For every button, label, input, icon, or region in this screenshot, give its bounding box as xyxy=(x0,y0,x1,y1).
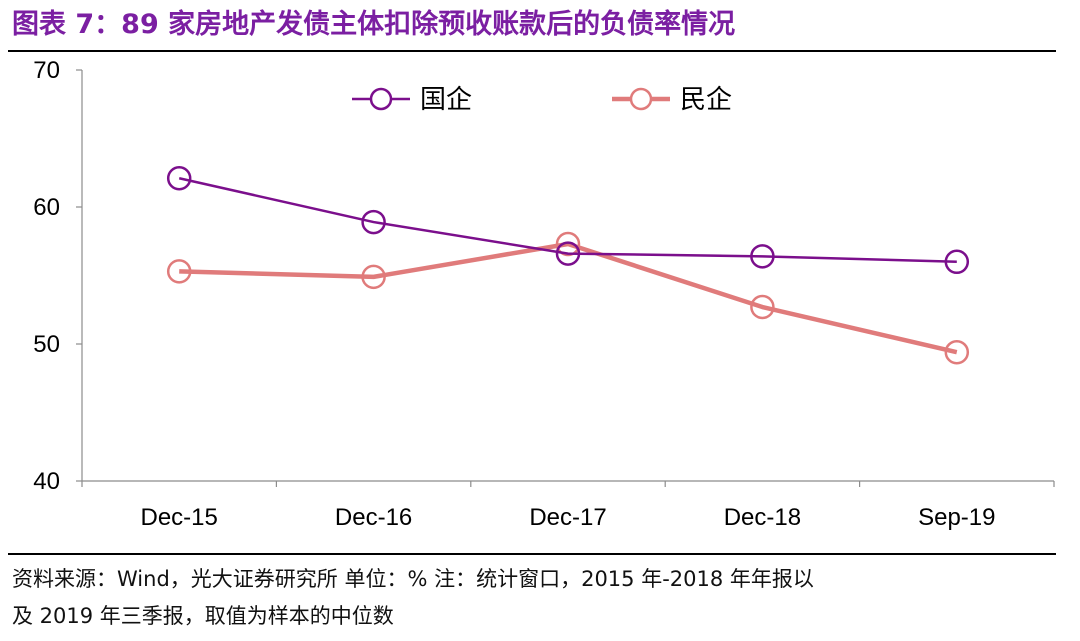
data-point-0 xyxy=(361,209,386,235)
legend-marker-0 xyxy=(369,87,393,111)
footnote-divider xyxy=(8,553,1056,555)
x-tick-label: Dec-16 xyxy=(335,504,412,531)
y-tick-label: 50 xyxy=(33,331,60,358)
data-point-0 xyxy=(750,244,775,269)
series-line-0 xyxy=(178,177,957,264)
chart-legend: 国企 民企 xyxy=(352,85,732,115)
title-divider xyxy=(8,50,1056,52)
legend-label-1: 民企 xyxy=(680,85,732,115)
line-chart: 40 50 60 70 Dec-15 Dec-16 Dec-17 Dec-18 Sep-19 国… xyxy=(33,57,1055,531)
x-tick-label: Sep-19 xyxy=(918,504,995,531)
data-point-1 xyxy=(944,339,970,365)
data-point-0 xyxy=(555,241,581,266)
legend-marker-1 xyxy=(629,87,653,111)
series-line-1 xyxy=(179,241,958,355)
y-tick-label: 40 xyxy=(33,468,60,495)
data-point-1 xyxy=(166,259,192,284)
y-tick-label: 70 xyxy=(33,57,60,84)
data-point-0 xyxy=(166,165,192,191)
data-point-1 xyxy=(750,294,775,320)
chart-ticks: 40 50 60 70 Dec-15 Dec-16 Dec-17 Dec-18 Sep-19 xyxy=(33,57,1055,531)
footnote-line-2: 及 2019 年三季报，取值为样本的中位数 xyxy=(12,604,394,628)
x-tick-label: Dec-15 xyxy=(141,504,218,531)
chart-series xyxy=(166,165,970,365)
x-tick-label: Dec-18 xyxy=(724,504,801,531)
y-tick-label: 60 xyxy=(33,194,60,221)
data-point-1 xyxy=(555,231,581,257)
footnote-line-1: 资料来源：Wind，光大证券研究所 单位：% 注：统计窗口，2015 年-201… xyxy=(12,567,814,591)
chart-title: 图表 7：89 家房地产发债主体扣除预收账款后的负债率情况 xyxy=(12,9,736,40)
data-point-1 xyxy=(361,264,386,290)
x-tick-label: Dec-17 xyxy=(529,504,606,531)
legend-label-0: 国企 xyxy=(420,85,472,115)
data-point-0 xyxy=(944,249,970,275)
chart-axes xyxy=(81,70,1054,482)
